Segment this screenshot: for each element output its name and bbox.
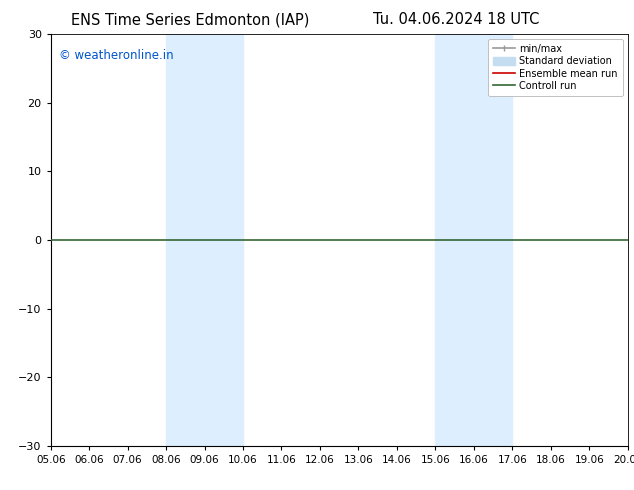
Text: Tu. 04.06.2024 18 UTC: Tu. 04.06.2024 18 UTC — [373, 12, 540, 27]
Bar — [436, 34, 512, 446]
Bar — [166, 34, 243, 446]
Text: © weatheronline.in: © weatheronline.in — [60, 49, 174, 62]
Text: ENS Time Series Edmonton (IAP): ENS Time Series Edmonton (IAP) — [71, 12, 309, 27]
Legend: min/max, Standard deviation, Ensemble mean run, Controll run: min/max, Standard deviation, Ensemble me… — [488, 39, 623, 96]
